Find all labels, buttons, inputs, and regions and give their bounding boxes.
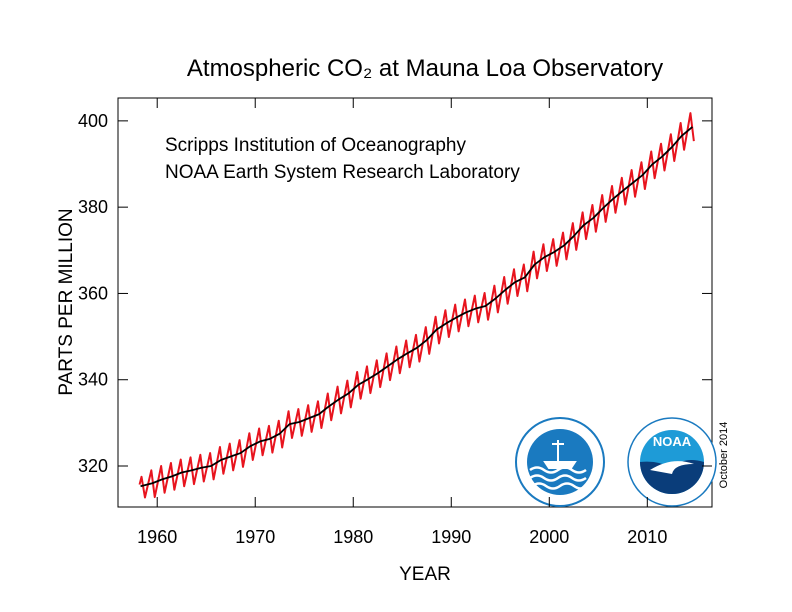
chart-title: Atmospheric CO₂ at Mauna Loa Observatory (187, 55, 663, 82)
noaa-logo: NOAA (627, 417, 717, 507)
y-axis-label: PARTS PER MILLION (56, 208, 77, 395)
x-tick-label: 1960 (137, 527, 177, 547)
y-tick-label: 360 (78, 283, 108, 303)
x-tick-label: 1970 (235, 527, 275, 547)
x-tick-label: 1980 (333, 527, 373, 547)
monthly-line (138, 112, 695, 499)
y-tick-label: 400 (78, 111, 108, 131)
x-axis-label: YEAR (399, 564, 451, 585)
y-tick-label: 380 (78, 197, 108, 217)
plot-frame (117, 97, 713, 508)
annotation: Scripps Institution of Oceanography (165, 135, 467, 156)
y-tick-label: 320 (78, 456, 108, 476)
trend-line (140, 126, 693, 488)
x-tick-label: 1990 (431, 527, 471, 547)
y-tick-label: 340 (78, 370, 108, 390)
scripps-logo (515, 417, 605, 507)
logo-text: NOAA (653, 434, 692, 449)
x-tick-label: 2000 (529, 527, 569, 547)
date-note: October 2014 (718, 422, 730, 489)
annotation: NOAA Earth System Research Laboratory (165, 162, 520, 183)
x-tick-label: 2010 (627, 527, 667, 547)
